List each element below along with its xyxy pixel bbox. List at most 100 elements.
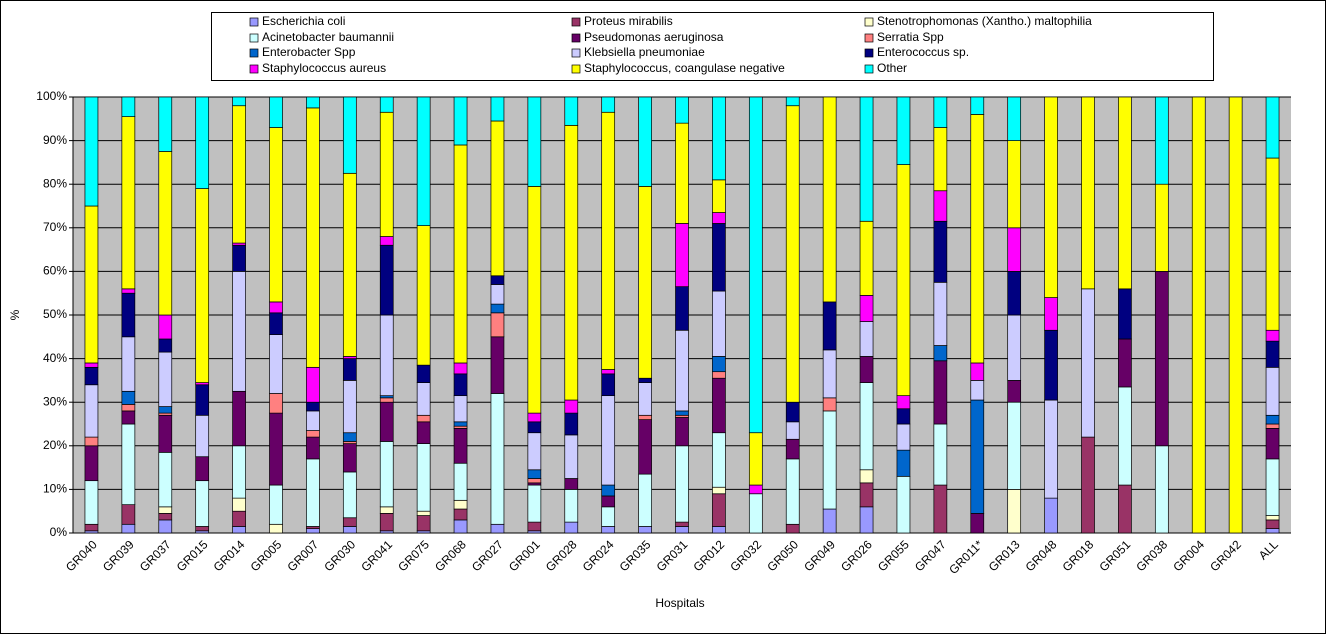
bar-segment — [232, 526, 246, 534]
bar-segment — [453, 508, 468, 521]
bar-segment — [564, 521, 579, 534]
legend-swatch — [249, 64, 259, 74]
bar-segment — [638, 186, 652, 379]
legend-swatch — [864, 48, 874, 58]
bar-segment — [933, 96, 948, 128]
bar-segment — [712, 356, 726, 373]
bar-segment — [859, 321, 874, 357]
bar-segment — [158, 506, 173, 514]
bar-segment — [342, 517, 357, 527]
bar-segment — [121, 504, 136, 525]
bar-segment — [1154, 445, 1169, 534]
bar-segment — [453, 462, 468, 501]
bar-segment — [564, 399, 579, 414]
bar-segment — [601, 373, 616, 397]
y-tick-label: 80% — [43, 176, 67, 190]
bar-segment — [416, 421, 431, 444]
bar-segment — [859, 220, 874, 296]
bar-segment — [527, 478, 542, 484]
y-tick-label: 90% — [43, 133, 67, 147]
bar-segment — [232, 390, 246, 447]
bar-segment — [859, 356, 874, 383]
bar-segment — [416, 382, 431, 416]
legend-swatch — [249, 48, 259, 58]
bar-segment — [748, 493, 763, 534]
bar-segment — [675, 410, 689, 416]
bar-segment — [675, 96, 689, 124]
bar-segment — [342, 443, 357, 473]
y-tick-label: 20% — [43, 438, 67, 452]
bar-segment — [638, 414, 652, 420]
bar-segment — [859, 469, 874, 484]
bar-segment — [306, 528, 320, 534]
legend-swatch — [864, 64, 874, 74]
bar-segment — [121, 288, 136, 294]
bar-segment — [601, 526, 616, 534]
bar-segment — [748, 432, 763, 486]
bar-segment — [158, 151, 173, 316]
bar-segment — [453, 395, 468, 423]
bar-segment — [712, 371, 726, 379]
legend-label: Escherichia coli — [262, 14, 345, 28]
bar-segment — [453, 421, 468, 427]
bar-segment — [1154, 96, 1169, 185]
bar-segment — [1265, 515, 1280, 521]
bar-segment — [675, 286, 689, 331]
bar-segment — [84, 480, 99, 525]
bar-segment — [785, 458, 800, 525]
bar-segment — [1044, 399, 1058, 499]
bar-segment — [232, 96, 246, 107]
bar-segment — [121, 404, 136, 412]
bar-segment — [601, 495, 616, 508]
bar-segment — [1265, 458, 1280, 516]
bar-segment — [527, 521, 542, 532]
bar-segment — [416, 510, 431, 516]
bar-segment — [416, 443, 431, 512]
bar-segment — [379, 506, 394, 514]
bar-segment — [970, 114, 985, 364]
legend-label: Staphylococcus, coangulase negative — [584, 61, 785, 75]
bar-segment — [416, 364, 431, 383]
bar-segment — [232, 510, 246, 527]
bar-segment — [195, 384, 210, 416]
bar-segment — [933, 345, 948, 362]
bar-segment — [970, 380, 985, 401]
bar-segment — [564, 412, 579, 436]
bar-segment — [638, 526, 652, 534]
bar-segment — [1154, 183, 1169, 272]
bar-segment — [1007, 227, 1022, 272]
bar-segment — [748, 96, 763, 434]
y-tick-label: 0% — [50, 525, 68, 539]
bar-segment — [896, 423, 911, 451]
bar-segment — [527, 186, 542, 414]
bar-segment — [564, 489, 579, 523]
bar-segment — [785, 105, 800, 403]
y-tick-label: 70% — [43, 220, 67, 234]
bar-segment — [933, 423, 948, 486]
bar-segment — [195, 480, 210, 527]
bar-segment — [896, 96, 911, 165]
bar-segment — [601, 506, 616, 527]
bar-segment — [1191, 96, 1206, 534]
bar-segment — [712, 486, 726, 495]
bar-segment — [121, 423, 136, 506]
bar-segment — [453, 499, 468, 510]
bar-segment — [416, 225, 431, 366]
bar-segment — [970, 399, 985, 514]
bar-segment — [158, 513, 173, 521]
bar-segment — [1118, 386, 1132, 486]
bar-segment — [379, 236, 394, 246]
bar-segment — [1081, 288, 1095, 438]
legend-swatch — [571, 33, 581, 43]
bar-segment — [269, 484, 283, 525]
bar-segment — [1007, 380, 1022, 403]
bar-segment — [158, 338, 173, 353]
bar-segment — [1265, 366, 1280, 416]
y-tick-label: 100% — [36, 89, 67, 103]
bar-segment — [601, 395, 616, 486]
bar-segment — [1081, 436, 1095, 534]
y-tick-label: 50% — [43, 307, 67, 321]
bar-segment — [896, 449, 911, 477]
bar-segment — [933, 190, 948, 222]
bar-segment — [601, 96, 616, 113]
